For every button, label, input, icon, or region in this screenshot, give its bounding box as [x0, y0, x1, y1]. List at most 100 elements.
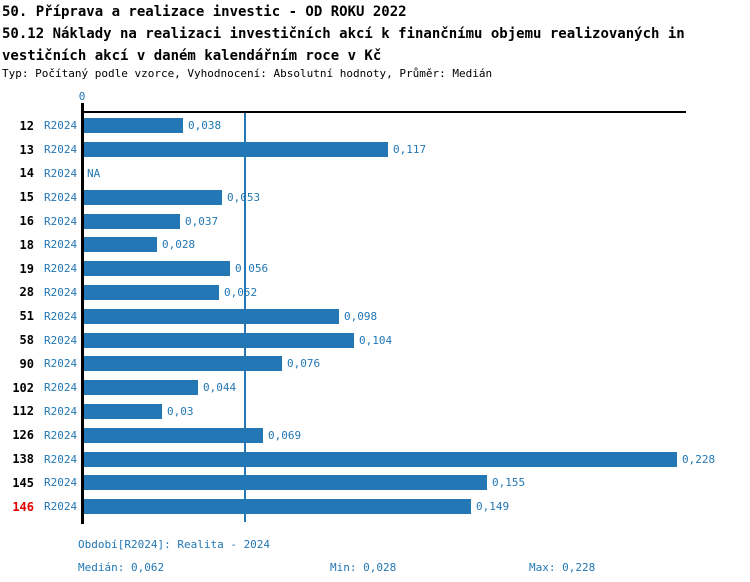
chart-row-145: 145 R2024 0,155	[0, 471, 750, 495]
chart-row-16: 16 R2024 0,037	[0, 209, 750, 233]
row-number: 146	[12, 499, 34, 514]
bar	[84, 332, 354, 348]
row-period-label: R2024	[44, 476, 78, 490]
value-label: 0,149	[476, 500, 510, 514]
chart-row-58: 58 R2024 0,104	[0, 328, 750, 352]
value-label: 0,228	[682, 452, 716, 466]
bar-zone: 0,076	[84, 352, 750, 376]
bar	[84, 261, 230, 277]
bar	[84, 356, 282, 372]
median-stat: Medián: 0,062	[78, 561, 165, 574]
value-label: 0,056	[235, 262, 269, 276]
bar-zone: 0,052	[84, 281, 750, 305]
row-period-label: R2024	[44, 500, 78, 514]
row-period-label: R2024	[44, 214, 78, 228]
bar	[84, 451, 677, 467]
chart-row-102: 102 R2024 0,044	[0, 376, 750, 400]
bar	[84, 142, 388, 158]
bar	[84, 237, 157, 253]
row-period-label: R2024	[44, 166, 78, 180]
na-label: NA	[87, 166, 101, 180]
chart-row-28: 28 R2024 0,052	[0, 281, 750, 305]
row-number: 112	[12, 404, 34, 419]
row-number: 28	[19, 285, 34, 300]
bar	[84, 118, 183, 134]
bar-zone: 0,028	[84, 233, 750, 257]
report-subtitle: Typ: Počítaný podle vzorce, Vyhodnocení:…	[2, 67, 493, 80]
row-period-label: R2024	[44, 143, 78, 157]
row-period-label: R2024	[44, 119, 78, 133]
row-period-label: R2024	[44, 309, 78, 323]
row-period-label: R2024	[44, 285, 78, 299]
bar-zone: 0,104	[84, 328, 750, 352]
row-period-label: R2024	[44, 452, 78, 466]
bar-zone: 0,053	[84, 185, 750, 209]
row-number: 138	[12, 452, 34, 467]
bar	[84, 475, 487, 491]
chart-row-90: 90 R2024 0,076	[0, 352, 750, 376]
row-number: 102	[12, 380, 34, 395]
chart-row-18: 18 R2024 0,028	[0, 233, 750, 257]
max-stat: Max: 0,228	[529, 561, 596, 574]
bar-zone: 0,155	[84, 471, 750, 495]
value-label: 0,104	[359, 333, 393, 347]
bar	[84, 427, 263, 443]
value-label: 0,038	[188, 119, 222, 133]
bar	[84, 189, 222, 205]
row-number: 58	[19, 333, 34, 348]
row-number: 18	[19, 237, 34, 252]
value-label: 0,117	[393, 143, 427, 157]
period-info: Období[R2024]: Realita - 2024	[78, 538, 271, 551]
value-label: 0,155	[492, 476, 526, 490]
bar-zone: 0,098	[84, 304, 750, 328]
row-number: 90	[19, 356, 34, 371]
row-number: 19	[19, 261, 34, 276]
bar-zone: 0,228	[84, 447, 750, 471]
row-number: 16	[19, 214, 34, 229]
row-period-label: R2024	[44, 357, 78, 371]
row-number: 12	[19, 118, 34, 133]
indicator-title-line1: 50.12 Náklady na realizaci investičních …	[2, 26, 685, 42]
bar	[84, 308, 339, 324]
bar-zone: 0,069	[84, 423, 750, 447]
value-label: 0,069	[268, 428, 302, 442]
row-period-label: R2024	[44, 404, 78, 418]
value-label: 0,052	[224, 285, 258, 299]
value-label: 0,037	[185, 214, 219, 228]
bar-zone: 0,03	[84, 400, 750, 424]
chart-row-19: 19 R2024 0,056	[0, 257, 750, 281]
bar	[84, 380, 198, 396]
row-period-label: R2024	[44, 262, 78, 276]
row-number: 14	[19, 166, 34, 181]
bar-zone: 0,117	[84, 138, 750, 162]
chart-row-13: 13 R2024 0,117	[0, 138, 750, 162]
row-period-label: R2024	[44, 381, 78, 395]
chart-row-51: 51 R2024 0,098	[0, 304, 750, 328]
bar	[84, 403, 162, 419]
row-number: 13	[19, 142, 34, 157]
bar-zone: NA	[84, 162, 750, 186]
y-axis-line	[81, 103, 84, 524]
bar	[84, 499, 471, 515]
chart-row-112: 112 R2024 0,03	[0, 400, 750, 424]
chart-rows: 12 R2024 0,038 13 R2024 0,117 14 R2024 NA 15 R2024…	[0, 114, 750, 519]
chart-row-146: 146 R2024 0,149	[0, 495, 750, 519]
value-label: 0,03	[167, 404, 194, 418]
bar-zone: 0,044	[84, 376, 750, 400]
row-number: 51	[19, 309, 34, 324]
chart-row-12: 12 R2024 0,038	[0, 114, 750, 138]
value-label: 0,076	[287, 357, 321, 371]
row-period-label: R2024	[44, 238, 78, 252]
bar-zone: 0,056	[84, 257, 750, 281]
value-label: 0,028	[162, 238, 196, 252]
value-label: 0,053	[227, 190, 261, 204]
bar-zone: 0,038	[84, 114, 750, 138]
row-number: 145	[12, 475, 34, 490]
row-number: 15	[19, 190, 34, 205]
value-label: 0,044	[203, 381, 237, 395]
indicator-title-line2: vestičních akcí v daném kalendářním roce…	[2, 48, 382, 64]
bar	[84, 284, 219, 300]
row-period-label: R2024	[44, 333, 78, 347]
chart-row-14: 14 R2024 NA	[0, 162, 750, 186]
